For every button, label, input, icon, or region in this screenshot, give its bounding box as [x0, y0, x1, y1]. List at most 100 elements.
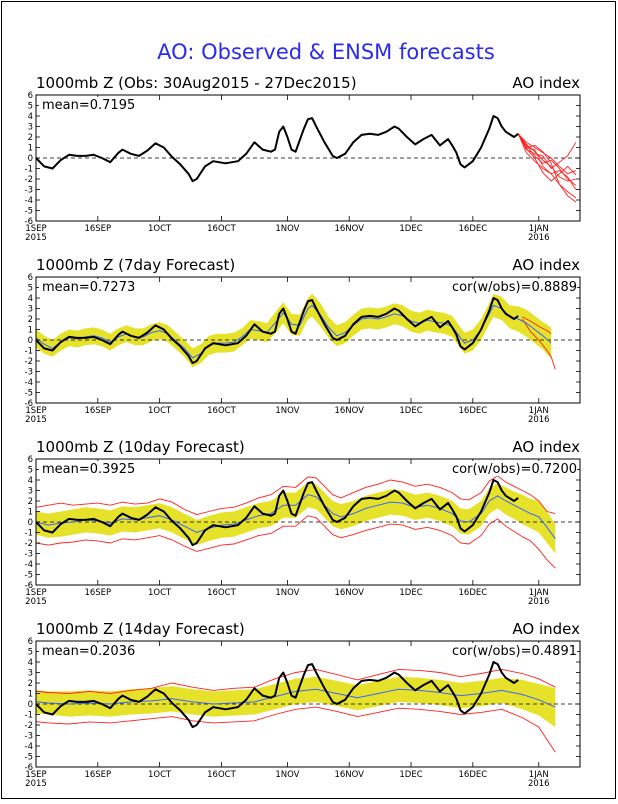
panel-title-left: 1000mb Z (7day Forecast): [36, 256, 235, 274]
y-tick-label: 3: [28, 305, 33, 315]
x-tick-year-label: 2015: [25, 415, 47, 425]
y-tick-label: -1: [25, 347, 33, 357]
panel-title-left: 1000mb Z (10day Forecast): [36, 438, 245, 456]
spread-band: [36, 482, 556, 554]
x-tick-label: 1DEC: [399, 588, 422, 598]
y-tick-label: 4: [28, 112, 33, 122]
panel-title-right: AO index: [512, 256, 580, 274]
x-tick-label: 1OCT: [148, 224, 172, 234]
y-tick-label: -3: [25, 732, 33, 742]
y-tick-label: 0: [28, 336, 33, 346]
y-tick-label: -5: [25, 571, 33, 581]
y-tick-label: -5: [25, 207, 33, 217]
x-tick-label: 1DEC: [399, 770, 422, 780]
correlation-label-bg: [420, 279, 577, 294]
x-tick-label: 1DEC: [399, 406, 422, 416]
y-tick-label: -1: [25, 165, 33, 175]
y-tick-label: 5: [28, 466, 33, 476]
y-tick-label: 4: [28, 476, 33, 486]
plot-area: [36, 475, 580, 569]
x-tick-year-label: 2016: [528, 233, 550, 243]
forecast-member-line: [36, 706, 556, 753]
y-tick-label: 6: [28, 455, 33, 465]
plot-area: [36, 115, 580, 203]
forecast-member-line: [517, 133, 577, 182]
x-tick-label: 16SEP: [84, 406, 111, 416]
x-tick-label: 1JAN: [529, 224, 549, 234]
correlation-label: cor(w/obs)=0.7200: [452, 462, 577, 477]
y-tick-label: -6: [25, 399, 33, 409]
mean-label: mean=0.3925: [42, 462, 135, 477]
correlation-label-bg: [420, 461, 577, 476]
x-tick-label: 1DEC: [399, 224, 422, 234]
y-tick-label: -2: [25, 357, 33, 367]
y-tick-label: 1: [28, 326, 33, 336]
x-tick-label: 1SEP: [25, 406, 46, 416]
y-tick-label: -4: [25, 196, 33, 206]
main-title: AO: Observed & ENSM forecasts: [157, 40, 495, 64]
panel-10day-forecast: 1000mb Z (10day Forecast) AO index -6-5-…: [25, 438, 581, 607]
x-tick-label: 16NOV: [334, 770, 364, 780]
correlation-label: cor(w/obs)=0.8889: [452, 280, 577, 295]
spread-band: [36, 676, 556, 728]
panel-title-left: 1000mb Z (Obs: 30Aug2015 - 27Dec2015): [36, 74, 357, 92]
y-tick-label: 3: [28, 123, 33, 133]
y-tick-label: -2: [25, 721, 33, 731]
x-tick-year-label: 2015: [25, 233, 47, 243]
y-tick-label: 1: [28, 690, 33, 700]
y-tick-label: 6: [28, 637, 33, 647]
x-tick-label: 16OCT: [207, 224, 236, 234]
y-tick-label: -2: [25, 539, 33, 549]
panel-observed: 1000mb Z (Obs: 30Aug2015 - 27Dec2015) AO…: [25, 74, 581, 243]
y-tick-label: -6: [25, 763, 33, 773]
y-tick-label: -5: [25, 753, 33, 763]
y-tick-label: 1: [28, 144, 33, 154]
x-tick-label: 1JAN: [529, 406, 549, 416]
panel-title-right: AO index: [512, 74, 580, 92]
x-tick-label: 16OCT: [207, 588, 236, 598]
x-tick-year-label: 2016: [528, 415, 550, 425]
y-tick-label: -6: [25, 581, 33, 591]
x-tick-label: 1SEP: [25, 224, 46, 234]
x-tick-label: 1NOV: [275, 224, 299, 234]
x-tick-label: 1NOV: [275, 406, 299, 416]
correlation-label: cor(w/obs)=0.4891: [452, 644, 577, 659]
y-tick-label: -1: [25, 529, 33, 539]
observed-ao-line: [36, 661, 519, 729]
x-tick-label: 16SEP: [84, 224, 111, 234]
observed-ao-line: [36, 479, 519, 547]
y-tick-label: 2: [28, 679, 33, 689]
y-tick-label: 3: [28, 669, 33, 679]
panel-7day-forecast: 1000mb Z (7day Forecast) AO index -6-5-4…: [25, 256, 581, 425]
y-tick-label: 6: [28, 273, 33, 283]
forecast-member-line: [517, 133, 577, 175]
x-tick-year-label: 2016: [528, 597, 550, 607]
panel-14day-forecast: 1000mb Z (14day Forecast) AO index -6-5-…: [25, 620, 581, 789]
x-tick-label: 1OCT: [148, 406, 172, 416]
mean-label-bg: [39, 643, 149, 658]
y-tick-label: 6: [28, 91, 33, 101]
mean-label-bg: [39, 279, 149, 294]
y-tick-label: 0: [28, 700, 33, 710]
y-tick-label: -4: [25, 560, 33, 570]
forecast-member-line: [36, 475, 556, 516]
y-tick-label: 2: [28, 315, 33, 325]
y-tick-label: -4: [25, 378, 33, 388]
panel-title-right: AO index: [512, 620, 580, 638]
x-tick-label: 1NOV: [275, 770, 299, 780]
y-tick-label: -4: [25, 742, 33, 752]
forecast-member-line: [522, 316, 552, 335]
x-tick-label: 16NOV: [334, 224, 364, 234]
x-tick-label: 1JAN: [529, 588, 549, 598]
mean-label: mean=0.7195: [42, 98, 135, 113]
observed-ao-line: [36, 297, 519, 365]
x-tick-label: 1OCT: [148, 588, 172, 598]
forecast-member-line: [517, 133, 577, 190]
forecast-member-line: [521, 318, 556, 370]
x-tick-label: 1OCT: [148, 770, 172, 780]
y-tick-label: 2: [28, 497, 33, 507]
forecast-member-line: [36, 515, 556, 569]
forecast-member-line: [517, 133, 577, 203]
x-tick-label: 16DEC: [459, 406, 488, 416]
y-tick-label: -3: [25, 368, 33, 378]
